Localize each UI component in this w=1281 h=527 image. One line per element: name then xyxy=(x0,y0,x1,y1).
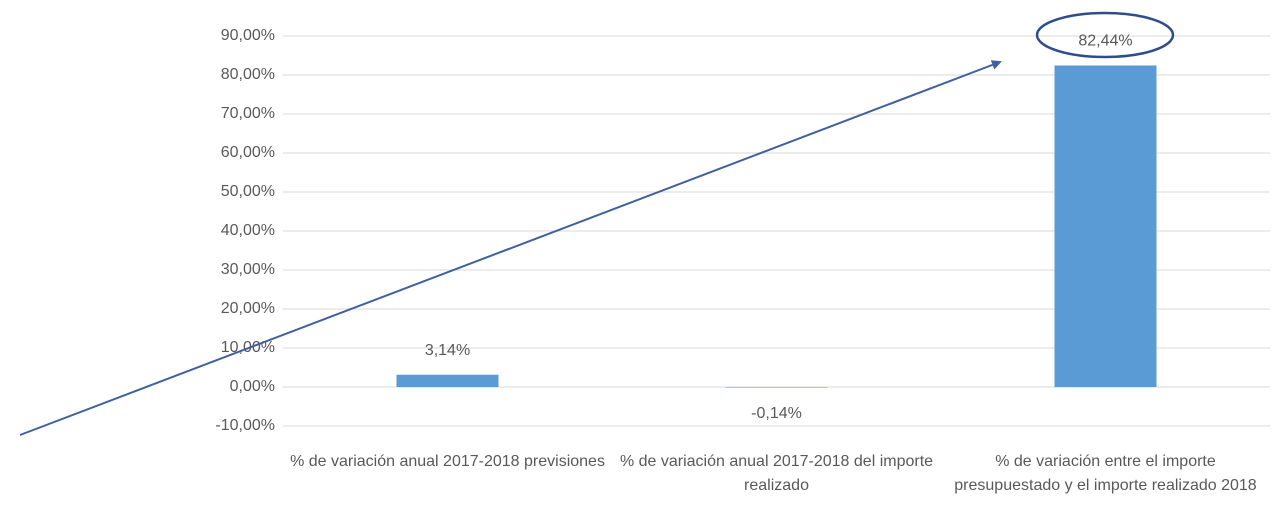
x-tick-label: % de variación anual 2017-2018 prevision… xyxy=(290,453,605,470)
annotation-arrow xyxy=(19,60,1002,436)
y-tick-label: 60,00% xyxy=(221,144,275,161)
bar xyxy=(396,374,499,387)
y-tick-label: -10,00% xyxy=(215,417,275,434)
data-label: 3,14% xyxy=(425,342,470,359)
x-tick-label: % de variación anual 2017-2018 del impor… xyxy=(619,453,934,494)
y-tick-label: 80,00% xyxy=(221,66,275,83)
bar xyxy=(1054,65,1157,387)
y-tick-label: 90,00% xyxy=(221,27,275,44)
bar xyxy=(725,387,828,388)
y-tick-label: 70,00% xyxy=(221,105,275,122)
y-tick-label: 40,00% xyxy=(221,222,275,239)
highlight-ellipse xyxy=(1035,11,1175,59)
data-label: 82,44% xyxy=(1078,33,1132,50)
y-tick-label: 0,00% xyxy=(230,378,275,395)
y-tick-label: 20,00% xyxy=(221,300,275,317)
y-tick-label: 50,00% xyxy=(221,183,275,200)
y-tick-label: 30,00% xyxy=(221,261,275,278)
data-label: -0,14% xyxy=(751,405,802,422)
x-tick-label: % de variación entre el importe presupue… xyxy=(954,453,1257,494)
